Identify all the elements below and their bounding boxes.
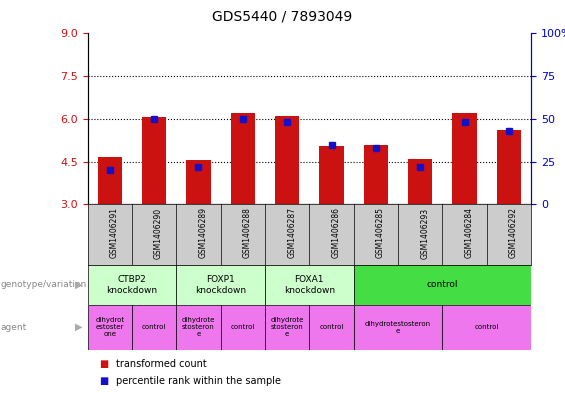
Bar: [176, 305, 221, 350]
Text: control: control: [231, 324, 255, 330]
Bar: [354, 305, 442, 350]
Bar: [265, 305, 310, 350]
Text: control: control: [475, 324, 499, 330]
Text: GSM1406285: GSM1406285: [376, 208, 385, 259]
Bar: [453, 113, 477, 204]
Text: GSM1406292: GSM1406292: [509, 208, 518, 259]
Bar: [442, 305, 531, 350]
Text: transformed count: transformed count: [116, 358, 207, 369]
Bar: [364, 145, 388, 204]
Text: GSM1406289: GSM1406289: [198, 208, 207, 259]
Text: ■: ■: [99, 358, 108, 369]
Text: FOXP1
knockdown: FOXP1 knockdown: [195, 275, 246, 295]
Bar: [275, 116, 299, 204]
Text: GSM1406284: GSM1406284: [464, 208, 473, 259]
Text: GSM1406287: GSM1406287: [287, 208, 296, 259]
Bar: [310, 305, 354, 350]
Bar: [408, 159, 432, 204]
Bar: [176, 265, 265, 305]
Text: ▶: ▶: [75, 322, 83, 332]
Bar: [354, 265, 531, 305]
Bar: [265, 265, 354, 305]
Text: ■: ■: [99, 376, 108, 386]
Text: GDS5440 / 7893049: GDS5440 / 7893049: [212, 9, 353, 24]
Text: dihydrot
estoster
one: dihydrot estoster one: [95, 317, 124, 337]
Text: control: control: [319, 324, 344, 330]
Bar: [220, 305, 265, 350]
Bar: [231, 113, 255, 204]
Text: control: control: [142, 324, 166, 330]
Text: dihydrotestosteron
e: dihydrotestosteron e: [365, 321, 431, 334]
Text: control: control: [427, 281, 458, 289]
Bar: [98, 157, 122, 204]
Text: CTBP2
knockdown: CTBP2 knockdown: [106, 275, 158, 295]
Text: GSM1406288: GSM1406288: [243, 208, 252, 258]
Text: dihydrote
stosteron
e: dihydrote stosteron e: [271, 317, 304, 337]
Bar: [497, 130, 521, 204]
Text: dihydrote
stosteron
e: dihydrote stosteron e: [182, 317, 215, 337]
Text: agent: agent: [1, 323, 27, 332]
Text: GSM1406291: GSM1406291: [110, 208, 119, 259]
Bar: [88, 305, 132, 350]
Bar: [186, 160, 211, 204]
Text: FOXA1
knockdown: FOXA1 knockdown: [284, 275, 335, 295]
Text: percentile rank within the sample: percentile rank within the sample: [116, 376, 281, 386]
Text: GSM1406286: GSM1406286: [332, 208, 341, 259]
Bar: [88, 265, 176, 305]
Text: GSM1406290: GSM1406290: [154, 208, 163, 259]
Bar: [319, 146, 344, 204]
Text: genotype/variation: genotype/variation: [1, 281, 87, 289]
Bar: [132, 305, 176, 350]
Bar: [142, 118, 166, 204]
Text: GSM1406293: GSM1406293: [420, 208, 429, 259]
Text: ▶: ▶: [75, 280, 83, 290]
